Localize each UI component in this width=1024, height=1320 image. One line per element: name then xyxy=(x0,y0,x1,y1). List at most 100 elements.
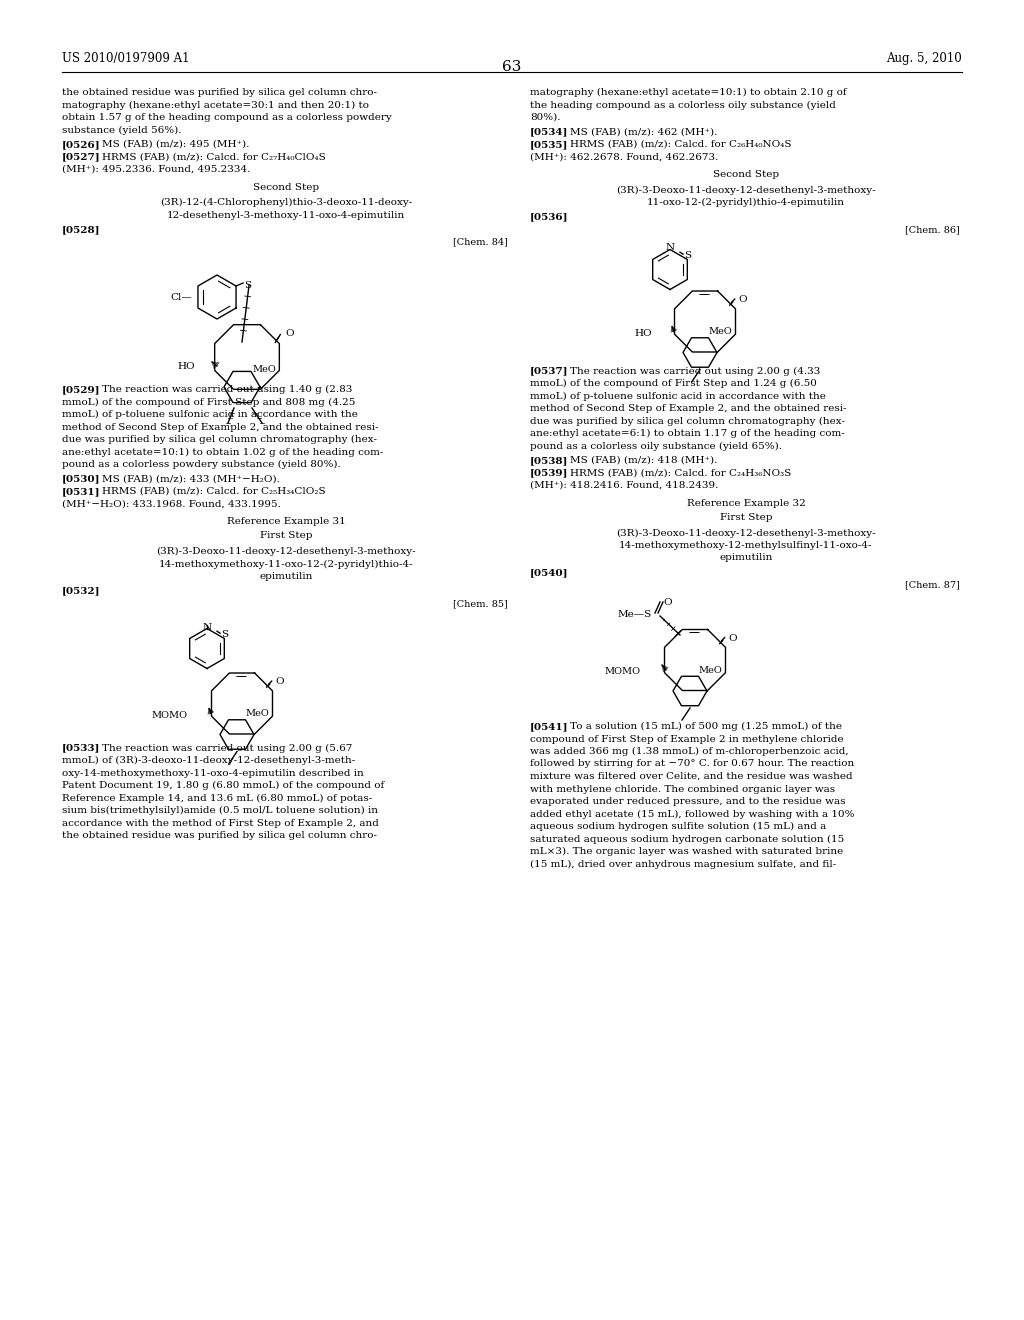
Text: Reference Example 31: Reference Example 31 xyxy=(226,517,345,525)
Text: MS (FAB) (m/z): 433 (MH⁺−H₂O).: MS (FAB) (m/z): 433 (MH⁺−H₂O). xyxy=(102,474,280,483)
Text: First Step: First Step xyxy=(720,513,772,521)
Text: mmoL) of the compound of First Step and 1.24 g (6.50: mmoL) of the compound of First Step and … xyxy=(530,379,817,388)
Text: MeO: MeO xyxy=(698,667,722,675)
Text: Patent Document 19, 1.80 g (6.80 mmoL) of the compound of: Patent Document 19, 1.80 g (6.80 mmoL) o… xyxy=(62,781,384,791)
Text: (3R)-3-Deoxo-11-deoxy-12-desethenyl-3-methoxy-: (3R)-3-Deoxo-11-deoxy-12-desethenyl-3-me… xyxy=(157,546,416,556)
Text: due was purified by silica gel column chromatography (hex-: due was purified by silica gel column ch… xyxy=(62,436,377,444)
Text: the obtained residue was purified by silica gel column chro-: the obtained residue was purified by sil… xyxy=(62,88,377,96)
Text: MS (FAB) (m/z): 462 (MH⁺).: MS (FAB) (m/z): 462 (MH⁺). xyxy=(570,128,718,136)
Text: method of Second Step of Example 2, and the obtained resi-: method of Second Step of Example 2, and … xyxy=(62,422,379,432)
Text: MeO: MeO xyxy=(708,327,732,337)
Text: [0540]: [0540] xyxy=(530,568,568,577)
Text: 12-desethenyl-3-methoxy-11-oxo-4-epimutilin: 12-desethenyl-3-methoxy-11-oxo-4-epimuti… xyxy=(167,210,406,219)
Text: matography (hexane:ethyl acetate=30:1 and then 20:1) to: matography (hexane:ethyl acetate=30:1 an… xyxy=(62,100,369,110)
Text: [0537]: [0537] xyxy=(530,367,568,375)
Text: obtain 1.57 g of the heading compound as a colorless powdery: obtain 1.57 g of the heading compound as… xyxy=(62,114,392,121)
Text: HRMS (FAB) (m/z): Calcd. for C₂₅H₃₄ClO₂S: HRMS (FAB) (m/z): Calcd. for C₂₅H₃₄ClO₂S xyxy=(102,487,326,496)
Text: added ethyl acetate (15 mL), followed by washing with a 10%: added ethyl acetate (15 mL), followed by… xyxy=(530,809,854,818)
Text: [0539]: [0539] xyxy=(530,469,568,478)
Text: pound as a colorless oily substance (yield 65%).: pound as a colorless oily substance (yie… xyxy=(530,441,782,450)
Text: Reference Example 32: Reference Example 32 xyxy=(687,499,805,507)
Text: HO: HO xyxy=(635,329,652,338)
Text: HO: HO xyxy=(177,362,195,371)
Text: Reference Example 14, and 13.6 mL (6.80 mmoL) of potas-: Reference Example 14, and 13.6 mL (6.80 … xyxy=(62,793,373,803)
Text: mmoL) of p-toluene sulfonic acid in accordance with the: mmoL) of p-toluene sulfonic acid in acco… xyxy=(530,392,826,401)
Text: oxy-14-methoxymethoxy-11-oxo-4-epimutilin described in: oxy-14-methoxymethoxy-11-oxo-4-epimutili… xyxy=(62,768,364,777)
Text: [0527]: [0527] xyxy=(62,153,100,161)
Text: Cl—: Cl— xyxy=(170,293,193,302)
Text: epimutilin: epimutilin xyxy=(259,572,312,581)
Text: 11-oxo-12-(2-pyridyl)thio-4-epimutilin: 11-oxo-12-(2-pyridyl)thio-4-epimutilin xyxy=(647,198,845,207)
Text: [0538]: [0538] xyxy=(530,455,568,465)
Text: N: N xyxy=(203,623,212,631)
Text: MS (FAB) (m/z): 495 (MH⁺).: MS (FAB) (m/z): 495 (MH⁺). xyxy=(102,140,250,149)
Text: (15 mL), dried over anhydrous magnesium sulfate, and fil-: (15 mL), dried over anhydrous magnesium … xyxy=(530,859,837,869)
Text: 14-methoxymethoxy-12-methylsulfinyl-11-oxo-4-: 14-methoxymethoxy-12-methylsulfinyl-11-o… xyxy=(620,541,872,550)
Text: compound of First Step of Example 2 in methylene chloride: compound of First Step of Example 2 in m… xyxy=(530,734,844,743)
Text: Second Step: Second Step xyxy=(253,182,319,191)
Text: The reaction was carried out using 2.00 g (4.33: The reaction was carried out using 2.00 … xyxy=(570,367,820,376)
Text: MOMO: MOMO xyxy=(151,710,187,719)
Text: ane:ethyl acetate=10:1) to obtain 1.02 g of the heading com-: ane:ethyl acetate=10:1) to obtain 1.02 g… xyxy=(62,447,383,457)
Text: [0534]: [0534] xyxy=(530,128,568,136)
Text: [0530]: [0530] xyxy=(62,474,100,483)
Text: 63: 63 xyxy=(503,59,521,74)
Text: (3R)-12-(4-Chlorophenyl)thio-3-deoxo-11-deoxy-: (3R)-12-(4-Chlorophenyl)thio-3-deoxo-11-… xyxy=(160,198,412,207)
Text: (MH⁺): 418.2416. Found, 418.2439.: (MH⁺): 418.2416. Found, 418.2439. xyxy=(530,480,719,490)
Text: HRMS (FAB) (m/z): Calcd. for C₂₄H₃₆NO₃S: HRMS (FAB) (m/z): Calcd. for C₂₄H₃₆NO₃S xyxy=(570,469,792,478)
Text: matography (hexane:ethyl acetate=10:1) to obtain 2.10 g of: matography (hexane:ethyl acetate=10:1) t… xyxy=(530,88,847,98)
Text: the heading compound as a colorless oily substance (yield: the heading compound as a colorless oily… xyxy=(530,100,836,110)
Text: [0526]: [0526] xyxy=(62,140,100,149)
Text: the obtained residue was purified by silica gel column chro-: the obtained residue was purified by sil… xyxy=(62,832,377,840)
Text: [Chem. 86]: [Chem. 86] xyxy=(905,224,961,234)
Text: O: O xyxy=(663,598,672,607)
Text: mmoL) of the compound of First Step and 808 mg (4.25: mmoL) of the compound of First Step and … xyxy=(62,397,355,407)
Text: The reaction was carried out using 2.00 g (5.67: The reaction was carried out using 2.00 … xyxy=(102,743,352,752)
Text: [Chem. 87]: [Chem. 87] xyxy=(905,581,961,590)
Text: was added 366 mg (1.38 mmoL) of m-chloroperbenzoic acid,: was added 366 mg (1.38 mmoL) of m-chloro… xyxy=(530,747,849,756)
Text: [0531]: [0531] xyxy=(62,487,100,496)
Text: method of Second Step of Example 2, and the obtained resi-: method of Second Step of Example 2, and … xyxy=(530,404,847,413)
Text: O: O xyxy=(275,677,285,686)
Text: evaporated under reduced pressure, and to the residue was: evaporated under reduced pressure, and t… xyxy=(530,797,846,807)
Text: First Step: First Step xyxy=(260,532,312,540)
Text: mmoL) of p-toluene sulfonic acid in accordance with the: mmoL) of p-toluene sulfonic acid in acco… xyxy=(62,411,357,420)
Text: HRMS (FAB) (m/z): Calcd. for C₂₆H₄₀NO₄S: HRMS (FAB) (m/z): Calcd. for C₂₆H₄₀NO₄S xyxy=(570,140,792,149)
Text: 80%).: 80%). xyxy=(530,114,560,121)
Text: mL×3). The organic layer was washed with saturated brine: mL×3). The organic layer was washed with… xyxy=(530,847,843,857)
Text: 14-methoxymethoxy-11-oxo-12-(2-pyridyl)thio-4-: 14-methoxymethoxy-11-oxo-12-(2-pyridyl)t… xyxy=(159,560,414,569)
Text: [0529]: [0529] xyxy=(62,385,100,393)
Text: S: S xyxy=(221,630,228,639)
Text: substance (yield 56%).: substance (yield 56%). xyxy=(62,125,181,135)
Text: (3R)-3-Deoxo-11-deoxy-12-desethenyl-3-methoxy-: (3R)-3-Deoxo-11-deoxy-12-desethenyl-3-me… xyxy=(616,528,876,537)
Text: [0541]: [0541] xyxy=(530,722,568,731)
Text: (MH⁺): 462.2678. Found, 462.2673.: (MH⁺): 462.2678. Found, 462.2673. xyxy=(530,153,719,161)
Text: Second Step: Second Step xyxy=(713,170,779,180)
Text: Aug. 5, 2010: Aug. 5, 2010 xyxy=(886,51,962,65)
Text: due was purified by silica gel column chromatography (hex-: due was purified by silica gel column ch… xyxy=(530,417,845,425)
Text: [0532]: [0532] xyxy=(62,586,100,595)
Text: mmoL) of (3R)-3-deoxo-11-deoxy-12-desethenyl-3-meth-: mmoL) of (3R)-3-deoxo-11-deoxy-12-deseth… xyxy=(62,756,355,766)
Text: with methylene chloride. The combined organic layer was: with methylene chloride. The combined or… xyxy=(530,784,836,793)
Text: mixture was filtered over Celite, and the residue was washed: mixture was filtered over Celite, and th… xyxy=(530,772,853,781)
Text: S: S xyxy=(244,281,251,290)
Text: MS (FAB) (m/z): 418 (MH⁺).: MS (FAB) (m/z): 418 (MH⁺). xyxy=(570,455,718,465)
Text: N: N xyxy=(666,243,675,252)
Text: MOMO: MOMO xyxy=(604,667,640,676)
Text: ane:ethyl acetate=6:1) to obtain 1.17 g of the heading com-: ane:ethyl acetate=6:1) to obtain 1.17 g … xyxy=(530,429,845,438)
Text: O: O xyxy=(286,330,294,338)
Text: S: S xyxy=(684,251,691,260)
Text: [Chem. 85]: [Chem. 85] xyxy=(454,599,508,609)
Text: [0533]: [0533] xyxy=(62,743,100,752)
Text: [0528]: [0528] xyxy=(62,224,100,234)
Text: aqueous sodium hydrogen sulfite solution (15 mL) and a: aqueous sodium hydrogen sulfite solution… xyxy=(530,822,826,832)
Text: epimutilin: epimutilin xyxy=(719,553,773,562)
Text: HRMS (FAB) (m/z): Calcd. for C₂₇H₄₀ClO₄S: HRMS (FAB) (m/z): Calcd. for C₂₇H₄₀ClO₄S xyxy=(102,153,326,161)
Text: MeO: MeO xyxy=(245,710,268,718)
Text: [Chem. 84]: [Chem. 84] xyxy=(454,238,508,247)
Text: To a solution (15 mL) of 500 mg (1.25 mmoL) of the: To a solution (15 mL) of 500 mg (1.25 mm… xyxy=(570,722,842,731)
Text: (3R)-3-Deoxo-11-deoxy-12-desethenyl-3-methoxy-: (3R)-3-Deoxo-11-deoxy-12-desethenyl-3-me… xyxy=(616,186,876,194)
Text: [0536]: [0536] xyxy=(530,213,568,222)
Text: O: O xyxy=(729,634,737,643)
Text: [0535]: [0535] xyxy=(530,140,568,149)
